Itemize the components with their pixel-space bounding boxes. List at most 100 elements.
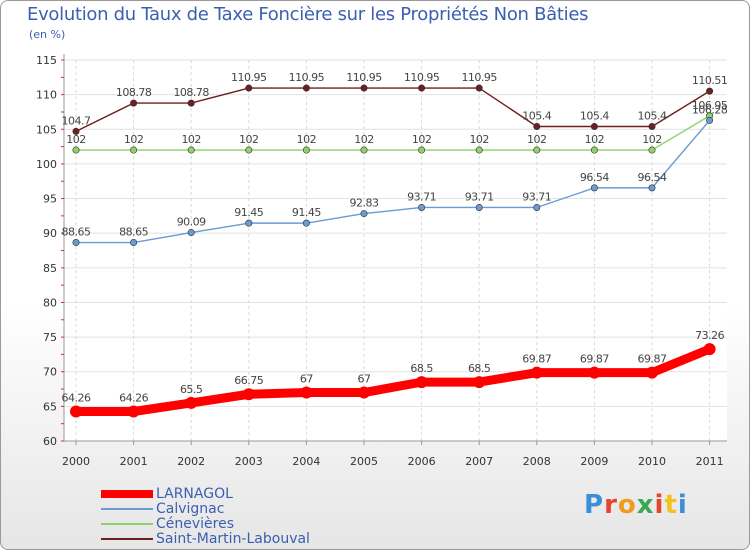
- data-point: [646, 366, 658, 379]
- data-label: 68.5: [468, 362, 491, 375]
- data-label: 110.95: [404, 71, 440, 84]
- data-label: 110.95: [289, 71, 325, 84]
- data-label: 91.45: [292, 206, 321, 219]
- data-point: [590, 184, 598, 192]
- series-line-LARNAGOL: [71, 344, 715, 416]
- data-point: [72, 239, 80, 247]
- data-point: [533, 203, 541, 211]
- data-label: 105.4: [522, 110, 551, 123]
- data-point: [245, 219, 253, 227]
- y-tick-label: 85: [43, 262, 57, 275]
- data-label: 106.95: [692, 99, 728, 112]
- data-label: 96.54: [580, 171, 609, 184]
- x-tick-label: 2004: [292, 455, 320, 468]
- data-label: 96.54: [638, 171, 667, 184]
- x-tick-label: 2000: [62, 455, 90, 468]
- data-label: 105.4: [638, 110, 667, 123]
- y-tick-label: 105: [36, 123, 57, 136]
- data-label: 102: [585, 133, 605, 146]
- data-label: 69.87: [580, 353, 609, 366]
- series-line-Cénevières: [75, 115, 711, 151]
- x-tick-label: 2009: [580, 455, 608, 468]
- data-label: 102: [297, 133, 317, 146]
- legend-swatch: [101, 508, 153, 510]
- logo-letter: P: [584, 490, 605, 520]
- x-tick-label: 2001: [120, 455, 148, 468]
- y-tick-label: 110: [36, 89, 57, 102]
- proxiti-logo: Proxiti: [584, 490, 688, 520]
- data-point: [706, 116, 714, 124]
- logo-letter: r: [604, 490, 618, 520]
- y-tick-label: 65: [43, 400, 57, 413]
- data-label: 102: [354, 133, 374, 146]
- data-point: [648, 146, 656, 154]
- data-point: [130, 146, 138, 154]
- logo-letter: i: [654, 490, 665, 520]
- data-point: [706, 87, 714, 95]
- x-tick-label: 2011: [696, 455, 724, 468]
- data-label: 67: [300, 373, 313, 386]
- y-tick-label: 60: [43, 435, 57, 448]
- data-point: [418, 84, 426, 92]
- data-label: 68.5: [410, 362, 433, 375]
- data-point: [245, 146, 253, 154]
- legend-label: Cénevières: [156, 516, 235, 532]
- data-point: [300, 386, 313, 399]
- data-point: [302, 219, 310, 227]
- data-label: 110.95: [231, 71, 267, 84]
- logo-letter: t: [664, 490, 678, 520]
- data-label: 102: [527, 133, 547, 146]
- data-label: 102: [124, 133, 144, 146]
- data-point: [590, 123, 598, 131]
- data-point: [302, 84, 310, 92]
- logo-letter: o: [617, 490, 637, 520]
- data-label: 93.71: [465, 190, 494, 203]
- data-point: [473, 376, 486, 389]
- plot-area: [64, 60, 727, 441]
- data-point: [475, 203, 483, 211]
- data-label: 102: [469, 133, 489, 146]
- data-label: 90.09: [177, 216, 206, 229]
- legend-swatch: [101, 538, 153, 540]
- data-point: [533, 146, 541, 154]
- data-point: [187, 146, 195, 154]
- x-tick-label: 2002: [177, 455, 205, 468]
- data-label: 69.87: [522, 353, 551, 366]
- data-point: [648, 184, 656, 192]
- data-label: 67: [358, 373, 371, 386]
- data-point: [72, 146, 80, 154]
- data-point: [358, 386, 370, 399]
- chart-title: Evolution du Taux de Taxe Foncière sur l…: [27, 4, 589, 25]
- data-label: 92.83: [350, 197, 379, 210]
- data-label: 102: [239, 133, 259, 146]
- legend-item: Cénevières: [101, 517, 361, 532]
- data-point: [245, 84, 253, 92]
- y-tick-label: 75: [43, 331, 57, 344]
- y-tick-label: 115: [36, 54, 57, 67]
- data-label: 73.26: [695, 329, 724, 342]
- data-point: [475, 84, 483, 92]
- data-point: [70, 405, 82, 418]
- data-point: [360, 146, 368, 154]
- data-label: 105.4: [580, 110, 609, 123]
- y-tick-label: 80: [43, 296, 57, 309]
- y-tick-label: 100: [36, 158, 57, 171]
- data-point: [475, 146, 483, 154]
- data-point: [302, 146, 310, 154]
- data-label: 69.87: [638, 353, 667, 366]
- data-label: 102: [66, 133, 86, 146]
- data-label: 64.26: [119, 391, 148, 404]
- series-line-Calvignac: [75, 119, 711, 244]
- data-label: 88.65: [119, 226, 148, 239]
- data-point: [242, 388, 255, 401]
- legend-label: LARNAGOL: [156, 486, 233, 502]
- data-label: 66.75: [234, 374, 263, 387]
- series-line-Saint-Martin-Labouval: [75, 87, 711, 133]
- data-point: [185, 396, 198, 409]
- data-label: 93.71: [522, 190, 551, 203]
- data-point: [187, 99, 195, 107]
- y-tick-label: 90: [43, 227, 57, 240]
- data-label: 91.45: [234, 206, 263, 219]
- logo-letter: x: [636, 490, 655, 520]
